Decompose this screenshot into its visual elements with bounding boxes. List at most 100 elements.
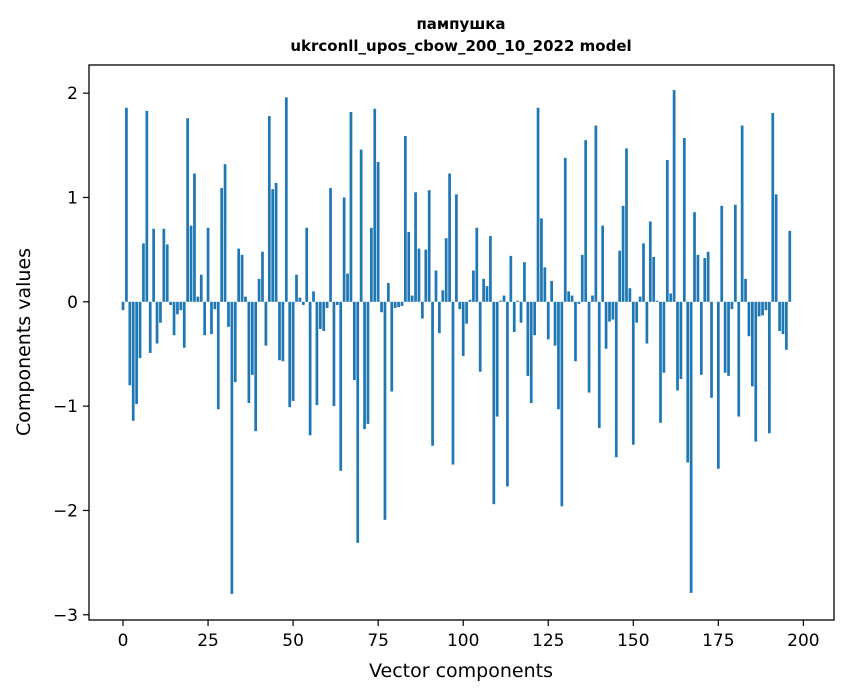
- bar-28: [216, 301, 220, 410]
- bar-193: [778, 301, 781, 332]
- bar-103: [472, 270, 475, 302]
- x-tick-label: 75: [367, 631, 389, 651]
- bar-60: [325, 301, 329, 309]
- bar-134: [577, 301, 581, 304]
- bar-13: [165, 244, 169, 302]
- bar-184: [747, 301, 751, 337]
- bar-141: [601, 225, 605, 302]
- bar-81: [397, 301, 400, 308]
- bar-187: [757, 301, 761, 317]
- bar-181: [737, 301, 741, 417]
- bar-52: [298, 297, 302, 302]
- bar-151: [635, 301, 639, 323]
- bar-2: [128, 301, 132, 386]
- plot-area-frame: [88, 64, 835, 621]
- bar-137: [587, 301, 591, 393]
- bar-127: [553, 301, 557, 346]
- bar-68: [352, 301, 356, 381]
- bar-42: [264, 301, 268, 346]
- bar-148: [625, 148, 628, 302]
- chart-subtitle: ukrconll_upos_cbow_200_10_2022 model: [290, 37, 631, 55]
- bar-69: [356, 301, 360, 543]
- bar-53: [301, 301, 305, 305]
- bar-51: [295, 274, 298, 302]
- bar-123: [540, 218, 543, 302]
- bar-105: [478, 301, 482, 372]
- bar-145: [614, 301, 618, 458]
- bar-88: [421, 301, 424, 319]
- bar-150: [631, 301, 635, 445]
- bar-61: [329, 188, 332, 302]
- bar-169: [696, 254, 700, 302]
- bar-109: [492, 301, 496, 505]
- bar-146: [618, 250, 622, 302]
- bar-128: [557, 301, 560, 410]
- bar-112: [502, 295, 506, 302]
- bar-50: [291, 301, 295, 401]
- x-axis-ticks: 0 25 50 75 100 125 150 175 200: [118, 620, 820, 651]
- bar-9: [152, 228, 155, 302]
- bar-101: [465, 301, 468, 324]
- bar-73: [369, 227, 373, 302]
- bar-119: [526, 301, 530, 376]
- bar-156: [652, 256, 656, 302]
- bar-115: [512, 301, 516, 333]
- bar-143: [608, 301, 611, 322]
- bar-116: [516, 300, 519, 302]
- bar-176: [720, 205, 724, 302]
- bar-16: [176, 301, 179, 315]
- bar-14: [169, 301, 172, 305]
- bar-102: [468, 299, 472, 302]
- bar-132: [570, 295, 574, 302]
- bar-21: [193, 173, 196, 302]
- bar-89: [424, 249, 428, 302]
- bar-31: [227, 301, 230, 327]
- bar-34: [237, 248, 241, 302]
- y-tick-label: 1: [67, 188, 78, 208]
- bar-33: [233, 301, 237, 383]
- bar-122: [536, 107, 540, 302]
- bar-0: [121, 301, 125, 311]
- bar-162: [672, 90, 676, 302]
- y-tick-label: −1: [53, 397, 78, 417]
- bar-59: [322, 301, 326, 332]
- bar-10: [155, 301, 159, 344]
- bar-series: [121, 90, 792, 594]
- y-tick-label: 0: [67, 293, 78, 313]
- bar-23: [199, 274, 203, 302]
- bar-63: [335, 301, 339, 305]
- bar-126: [550, 280, 554, 302]
- bar-46: [278, 301, 281, 361]
- bar-8: [148, 301, 152, 353]
- bar-26: [210, 301, 213, 335]
- bar-4: [135, 301, 138, 405]
- bar-124: [543, 267, 547, 302]
- bar-43: [267, 116, 271, 302]
- bar-165: [682, 138, 686, 302]
- bar-189: [764, 301, 768, 311]
- bar-175: [716, 301, 720, 469]
- bar-12: [162, 228, 166, 302]
- bar-147: [621, 205, 625, 302]
- bar-93: [438, 301, 441, 334]
- bar-40: [257, 278, 261, 302]
- bar-67: [349, 111, 353, 302]
- bar-19: [186, 118, 190, 302]
- bar-173: [710, 301, 713, 398]
- bar-144: [611, 301, 615, 320]
- bar-185: [751, 301, 754, 387]
- bar-186: [754, 301, 758, 442]
- bar-6: [142, 243, 145, 302]
- bar-160: [665, 159, 669, 302]
- bar-20: [189, 225, 193, 302]
- y-tick-label: −2: [53, 501, 78, 521]
- bar-38: [250, 301, 254, 375]
- bar-11: [159, 301, 162, 323]
- bar-152: [638, 296, 642, 302]
- bar-84: [407, 231, 411, 302]
- bar-158: [659, 301, 662, 423]
- bar-104: [475, 227, 479, 302]
- x-tick-label: 200: [787, 631, 819, 651]
